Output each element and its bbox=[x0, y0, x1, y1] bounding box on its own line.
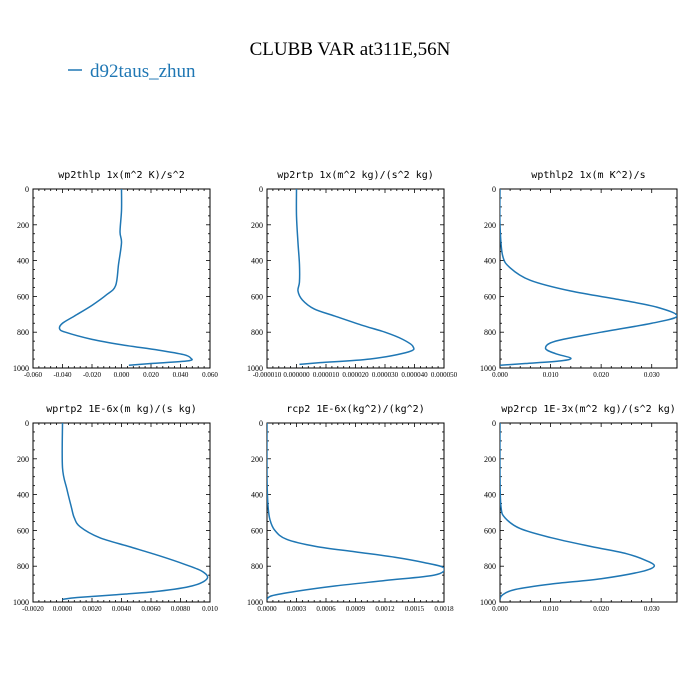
y-tick-label: 1000 bbox=[13, 598, 29, 607]
x-tick-label: 0.0000 bbox=[53, 605, 73, 613]
plot-frame bbox=[499, 422, 678, 603]
y-tick-label: 800 bbox=[17, 328, 29, 337]
y-tick-label: 800 bbox=[251, 328, 263, 337]
x-tick-label: 0.000050 bbox=[431, 371, 458, 379]
x-tick-label: 0.020 bbox=[143, 371, 159, 379]
y-tick-label: 1000 bbox=[247, 364, 263, 373]
y-tick-label: 800 bbox=[251, 562, 263, 571]
x-tick-label: 0.030 bbox=[644, 371, 660, 379]
x-tick-label: 0.060 bbox=[202, 371, 218, 379]
legend-label: d92taus_zhun bbox=[90, 61, 196, 82]
x-tick-label: 0.0020 bbox=[82, 605, 102, 613]
x-tick-label: -0.020 bbox=[83, 371, 102, 379]
panel-1: wp2thlp 1x(m^2 K)/s^2 -0.060 -0.040 -0.020 0… bbox=[13, 170, 218, 379]
plot-frame bbox=[32, 422, 211, 603]
x-tick-label: 0.020 bbox=[593, 605, 609, 613]
y-tick-label: 0 bbox=[492, 419, 496, 428]
x-tick-label: 0.000 bbox=[114, 371, 130, 379]
plot-frame bbox=[266, 188, 445, 369]
y-tick-label: 0 bbox=[492, 185, 496, 194]
x-tick-label: 0.000000 bbox=[283, 371, 310, 379]
panel-title: wp2rcp 1E-3x(m^2 kg)/(s^2 kg) bbox=[501, 404, 676, 415]
x-tick-label: 0.020 bbox=[593, 371, 609, 379]
x-tick-label: 0.0012 bbox=[375, 605, 395, 613]
panel-5: rcp2 1E-6x(kg^2)/(kg^2) 0.0000 0.0003 0.000… bbox=[247, 404, 454, 613]
y-tick-label: 600 bbox=[251, 292, 263, 301]
x-tick-label: -0.000010 bbox=[253, 371, 282, 379]
panel-title: wp2rtp 1x(m^2 kg)/(s^2 kg) bbox=[277, 170, 434, 181]
x-tick-label: -0.0020 bbox=[22, 605, 44, 613]
series-line bbox=[295, 189, 415, 366]
x-tick-label: 0.000030 bbox=[372, 371, 399, 379]
y-tick-label: 600 bbox=[17, 526, 29, 535]
panel-title: wprtp2 1E-6x(m kg)/(s kg) bbox=[46, 404, 197, 415]
y-tick-label: 200 bbox=[17, 455, 29, 464]
x-tick-label: 0.0040 bbox=[112, 605, 132, 613]
panel-3: wpthlp2 1x(m K^2)/s 0.000 0.010 0.020 0.030 0… bbox=[480, 170, 678, 379]
y-tick-label: 200 bbox=[17, 221, 29, 230]
y-tick-label: 1000 bbox=[13, 364, 29, 373]
legend: d92taus_zhun bbox=[68, 61, 196, 82]
panel-title: rcp2 1E-6x(kg^2)/(kg^2) bbox=[286, 404, 424, 415]
x-tick-label: 0.0009 bbox=[346, 605, 366, 613]
x-tick-label: 0.0080 bbox=[171, 605, 191, 613]
panel-4: wprtp2 1E-6x(m kg)/(s kg) -0.0020 0.0000 0.… bbox=[13, 404, 218, 613]
y-tick-label: 1000 bbox=[480, 364, 496, 373]
y-tick-label: 600 bbox=[17, 292, 29, 301]
x-tick-label: 0.000020 bbox=[342, 371, 369, 379]
series-line bbox=[61, 423, 209, 601]
x-tick-label: 0.0003 bbox=[287, 605, 307, 613]
x-tick-label: 0.010 bbox=[543, 605, 559, 613]
panel-6: wp2rcp 1E-3x(m^2 kg)/(s^2 kg) 0.000 0.010 0… bbox=[480, 404, 678, 613]
y-tick-label: 400 bbox=[484, 257, 496, 266]
y-tick-label: 200 bbox=[484, 455, 496, 464]
x-tick-label: 0.040 bbox=[173, 371, 189, 379]
y-tick-label: 400 bbox=[251, 257, 263, 266]
y-tick-label: 600 bbox=[251, 526, 263, 535]
x-tick-label: -0.060 bbox=[24, 371, 43, 379]
x-tick-label: 0.0060 bbox=[141, 605, 161, 613]
y-tick-label: 400 bbox=[17, 491, 29, 500]
x-tick-label: 0.0015 bbox=[405, 605, 425, 613]
series-line bbox=[58, 189, 193, 367]
x-tick-label: 0.000 bbox=[492, 371, 508, 379]
y-tick-label: 600 bbox=[484, 526, 496, 535]
x-tick-label: 0.000010 bbox=[313, 371, 340, 379]
x-tick-label: 0.000040 bbox=[401, 371, 428, 379]
y-tick-label: 400 bbox=[17, 257, 29, 266]
y-tick-label: 0 bbox=[25, 185, 29, 194]
x-tick-label: 0.0000 bbox=[257, 605, 277, 613]
figure-title: CLUBB VAR at311E,56N bbox=[250, 39, 451, 60]
x-tick-label: 0.0006 bbox=[316, 605, 336, 613]
x-tick-label: 0.010 bbox=[202, 605, 218, 613]
y-tick-label: 800 bbox=[484, 328, 496, 337]
x-tick-label: 0.0018 bbox=[434, 605, 454, 613]
series-line bbox=[267, 423, 444, 600]
y-tick-label: 0 bbox=[259, 419, 263, 428]
x-tick-label: -0.040 bbox=[53, 371, 72, 379]
y-tick-label: 800 bbox=[484, 562, 496, 571]
y-tick-label: 200 bbox=[251, 221, 263, 230]
y-tick-label: 1000 bbox=[480, 598, 496, 607]
y-tick-label: 400 bbox=[251, 491, 263, 500]
y-tick-label: 400 bbox=[484, 491, 496, 500]
y-tick-label: 0 bbox=[259, 185, 263, 194]
x-tick-label: 0.030 bbox=[644, 605, 660, 613]
y-tick-label: 600 bbox=[484, 292, 496, 301]
y-tick-label: 0 bbox=[25, 419, 29, 428]
panels-grid: wp2thlp 1x(m^2 K)/s^2 -0.060 -0.040 -0.020 0… bbox=[13, 170, 678, 613]
panel-title: wp2thlp 1x(m^2 K)/s^2 bbox=[58, 170, 184, 181]
series-line bbox=[500, 189, 677, 367]
series-line bbox=[500, 423, 656, 600]
x-tick-label: 0.000 bbox=[492, 605, 508, 613]
panel-title: wpthlp2 1x(m K^2)/s bbox=[531, 170, 645, 181]
y-tick-label: 200 bbox=[484, 221, 496, 230]
plot-frame bbox=[266, 422, 445, 603]
y-tick-label: 800 bbox=[17, 562, 29, 571]
y-tick-label: 1000 bbox=[247, 598, 263, 607]
y-tick-label: 200 bbox=[251, 455, 263, 464]
panel-2: wp2rtp 1x(m^2 kg)/(s^2 kg)-0.000010 0.000… bbox=[247, 170, 458, 379]
x-tick-label: 0.010 bbox=[543, 371, 559, 379]
